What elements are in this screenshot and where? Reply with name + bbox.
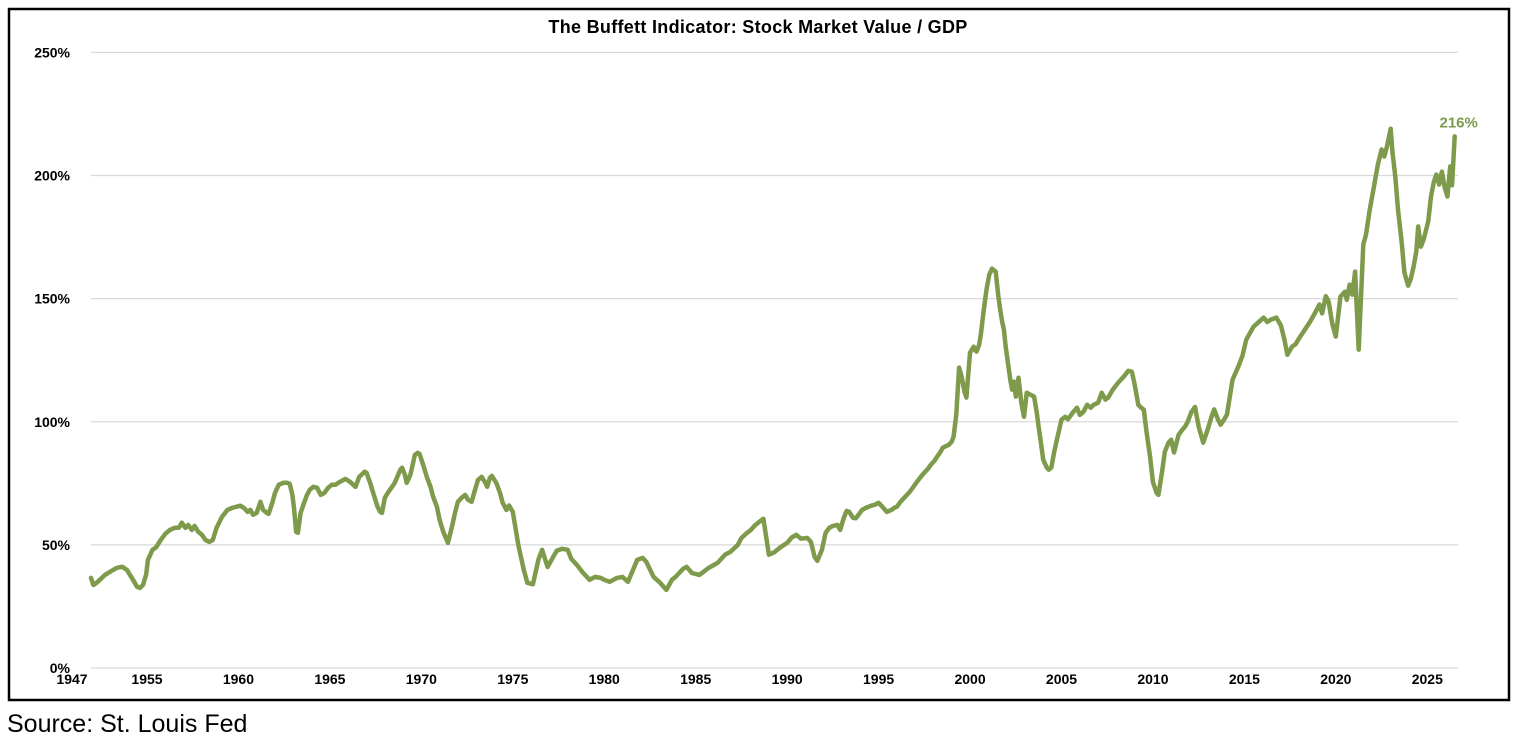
x-tick-label-1947: 1947 [56, 671, 87, 687]
y-tick-label-100: 100% [34, 414, 70, 430]
source-caption: Source: St. Louis Fed [7, 710, 247, 738]
end-value-label: 216% [1440, 114, 1478, 131]
x-tick-label-2000: 2000 [954, 671, 985, 687]
x-tick-label-1975: 1975 [497, 671, 528, 687]
x-tick-label-1995: 1995 [863, 671, 894, 687]
x-tick-label-1980: 1980 [589, 671, 620, 687]
x-tick-label-2015: 2015 [1229, 671, 1260, 687]
x-tick-label-2025: 2025 [1412, 671, 1443, 687]
y-tick-label-0: 0% [50, 660, 71, 676]
gridlines [91, 51, 1458, 669]
x-tick-label-2010: 2010 [1137, 671, 1168, 687]
x-tick-label-1990: 1990 [772, 671, 803, 687]
x-tick-label-2020: 2020 [1320, 671, 1351, 687]
chart-frame-border [7, 7, 1511, 702]
x-tick-label-1965: 1965 [314, 671, 345, 687]
x-tick-label-2005: 2005 [1046, 671, 1077, 687]
x-axis-tick-labels: 1947 1955 1960 1965 1970 1975 1980 1985 1990 1995… [56, 671, 1443, 687]
x-tick-label-1960: 1960 [223, 671, 254, 687]
y-tick-label-250: 250% [34, 44, 70, 60]
buffett-indicator-series-line [88, 126, 1457, 593]
chart-title: The Buffett Indicator: Stock Market Valu… [548, 17, 967, 37]
y-tick-label-200: 200% [34, 168, 70, 184]
y-tick-label-50: 50% [42, 537, 71, 553]
y-tick-label-150: 150% [34, 291, 70, 307]
x-tick-label-1970: 1970 [406, 671, 437, 687]
x-tick-label-1985: 1985 [680, 671, 711, 687]
y-axis-tick-labels: 0% 50% 100% 150% 200% 250% [34, 44, 70, 676]
x-tick-label-1955: 1955 [131, 671, 162, 687]
